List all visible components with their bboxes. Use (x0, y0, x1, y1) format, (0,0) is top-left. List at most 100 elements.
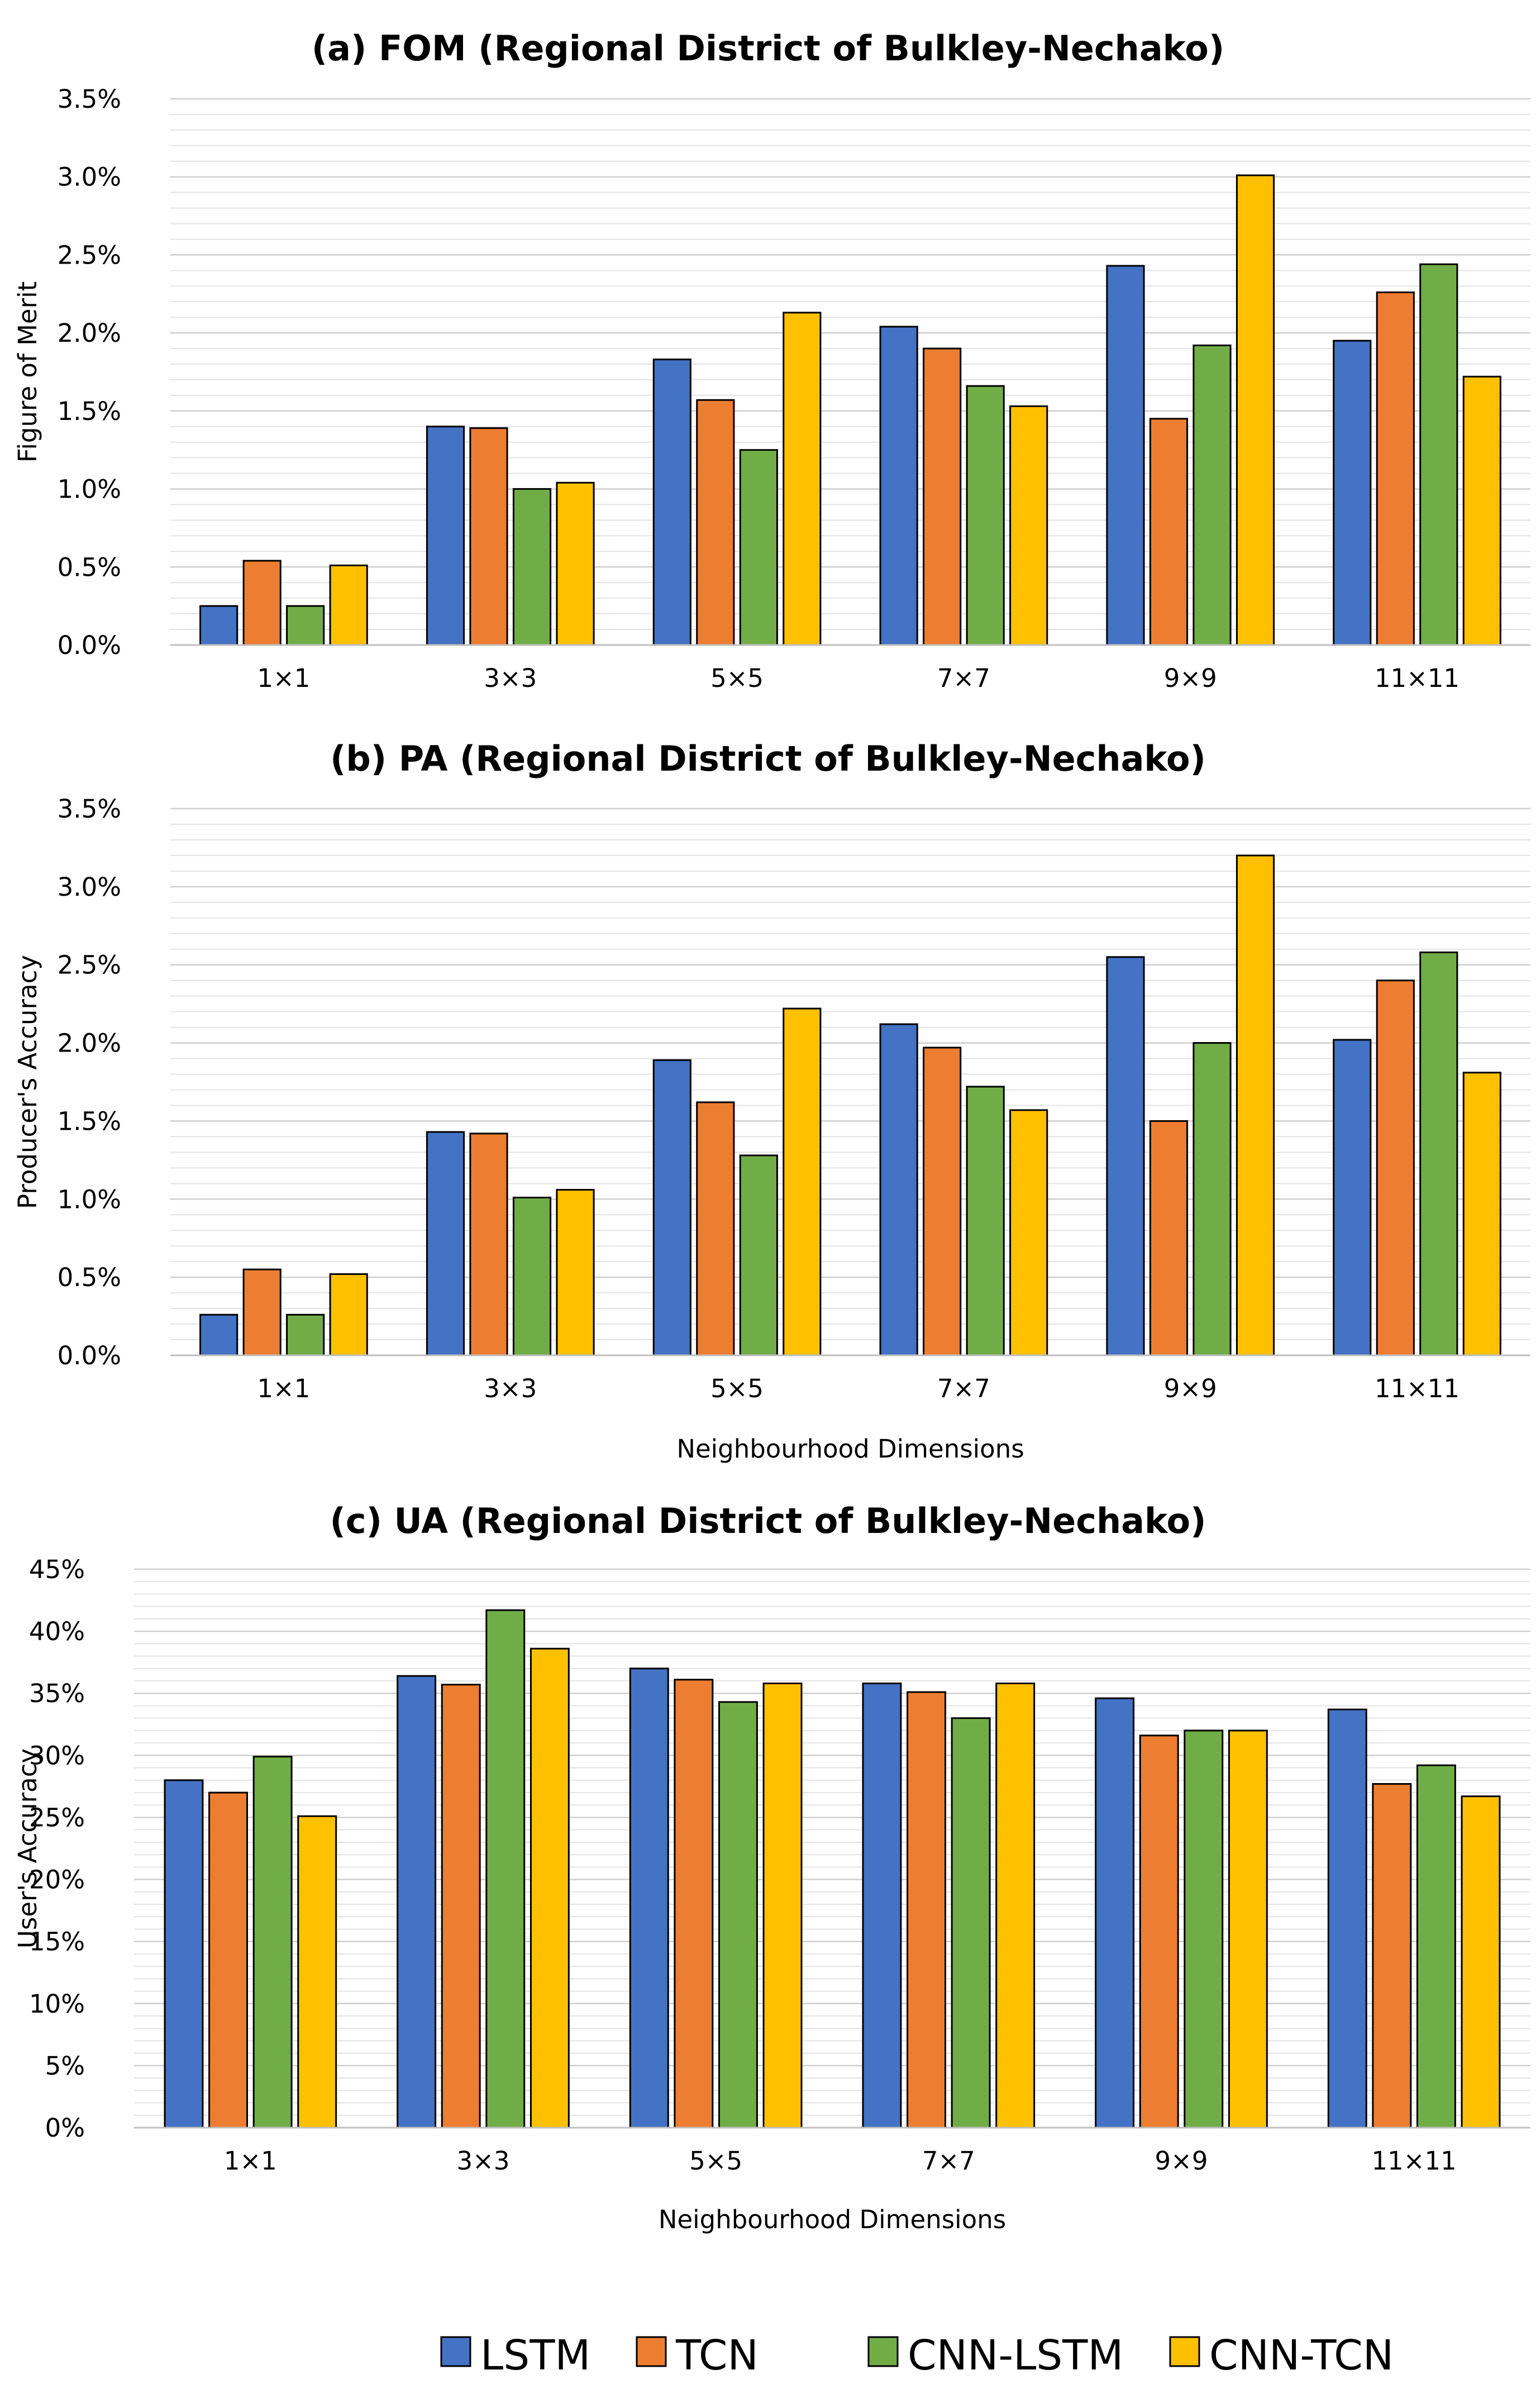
y-tick-label: 2.5% (58, 240, 121, 270)
bar-lstm-3×3 (426, 426, 465, 646)
bar-lstm-5×5 (652, 1059, 691, 1356)
bar-cnn-tcn-3×3 (556, 481, 595, 646)
bar-cnn-tcn-9×9 (1236, 174, 1275, 646)
y-tick-label: 0.0% (58, 630, 121, 660)
x-tick-label: 5×5 (710, 663, 764, 693)
bar-cnn-tcn-1×1 (329, 564, 368, 646)
bar-lstm-5×5 (652, 359, 691, 646)
legend-label-tcn: TCN (675, 2331, 759, 2380)
bar-lstm-5×5 (629, 1668, 669, 2129)
bar-tcn-11×11 (1372, 1783, 1412, 2129)
minor-gridlines (170, 808, 1530, 1356)
y-tick-label: 40% (29, 1617, 85, 1646)
y-tick-label: 35% (29, 1679, 85, 1708)
legend-label-cnn-tcn: CNN-TCN (1209, 2331, 1394, 2380)
x-tick-label: 3×3 (484, 1374, 537, 1403)
bar-tcn-7×7 (923, 347, 962, 646)
x-tick-label: 7×7 (937, 1374, 990, 1403)
bar-cnn-tcn-11×11 (1462, 375, 1501, 646)
bar-cnn-tcn-5×5 (783, 1007, 822, 1356)
legend-label-lstm: LSTM (480, 2331, 590, 2380)
bar-cnn-lstm-5×5 (739, 449, 778, 646)
y-tick-label: 3.0% (58, 163, 121, 192)
bar-lstm-7×7 (862, 1682, 902, 2129)
x-tick-label: 11×11 (1375, 663, 1459, 693)
bar-tcn-11×11 (1376, 291, 1415, 646)
bar-cnn-lstm-11×11 (1419, 263, 1458, 646)
y-axis-label: User's Accuracy (13, 1748, 42, 1948)
bar-lstm-11×11 (1333, 1039, 1372, 1356)
bar-tcn-1×1 (208, 1791, 249, 2129)
bar-lstm-1×1 (164, 1779, 204, 2129)
bar-tcn-1×1 (242, 1268, 282, 1356)
x-axis-label: Neighbourhood Dimensions (676, 1434, 1024, 1464)
bar-cnn-lstm-9×9 (1192, 1042, 1232, 1356)
x-tick-label: 11×11 (1375, 1374, 1459, 1403)
bar-lstm-7×7 (879, 326, 918, 646)
x-tick-label: 5×5 (689, 2146, 742, 2176)
y-tick-label: 2.0% (58, 318, 121, 348)
bar-cnn-lstm-3×3 (485, 1609, 526, 2129)
bar-cnn-lstm-7×7 (966, 385, 1005, 646)
bar-cnn-tcn-7×7 (995, 1682, 1036, 2129)
bar-lstm-7×7 (879, 1023, 918, 1356)
x-tick-label: 9×9 (1164, 663, 1217, 693)
major-gridlines (134, 1568, 1530, 2129)
bar-cnn-lstm-9×9 (1192, 344, 1232, 646)
bar-cnn-tcn-9×9 (1236, 854, 1275, 1356)
bar-cnn-lstm-7×7 (966, 1086, 1005, 1356)
minor-gridlines (134, 1569, 1530, 2128)
x-tick-label: 9×9 (1155, 2146, 1208, 2176)
x-tick-label: 7×7 (937, 663, 990, 693)
legend-swatch-tcn (636, 2336, 667, 2367)
bar-cnn-lstm-5×5 (739, 1154, 778, 1356)
chart-title: (c) UA (Regional District of Bulkley-Nec… (330, 1501, 1206, 1541)
bar-lstm-11×11 (1327, 1708, 1367, 2129)
y-tick-label: 0.5% (58, 1263, 121, 1292)
x-tick-label: 1×1 (257, 1374, 310, 1403)
y-tick-label: 3.0% (58, 872, 121, 902)
bar-lstm-1×1 (199, 605, 238, 646)
y-tick-label: 0.5% (58, 552, 121, 582)
bar-cnn-tcn-1×1 (329, 1273, 368, 1356)
y-tick-label: 20% (29, 1865, 85, 1895)
major-gridlines (170, 808, 1530, 1356)
bar-cnn-tcn-7×7 (1009, 405, 1048, 646)
y-tick-label: 45% (29, 1555, 85, 1584)
bar-cnn-lstm-5×5 (718, 1701, 758, 2129)
x-tick-label: 7×7 (922, 2146, 975, 2176)
x-tick-label: 3×3 (484, 663, 537, 693)
x-tick-label: 1×1 (257, 663, 310, 693)
bar-lstm-9×9 (1095, 1697, 1135, 2129)
y-tick-label: 15% (29, 1927, 85, 1957)
bar-tcn-11×11 (1376, 980, 1415, 1356)
y-tick-label: 25% (29, 1803, 85, 1832)
bar-tcn-3×3 (441, 1684, 481, 2129)
bar-lstm-1×1 (199, 1313, 238, 1356)
bar-lstm-9×9 (1106, 956, 1145, 1356)
y-axis-label: Producer's Accuracy (13, 955, 42, 1209)
minor-gridlines (170, 98, 1530, 646)
bar-cnn-lstm-9×9 (1184, 1729, 1224, 2129)
bar-cnn-tcn-3×3 (556, 1189, 595, 1356)
y-tick-label: 2.0% (58, 1029, 121, 1058)
bar-cnn-lstm-3×3 (512, 1196, 552, 1356)
bar-tcn-5×5 (696, 1101, 735, 1356)
chart-title: (b) PA (Regional District of Bulkley-Nec… (330, 738, 1206, 779)
x-tick-label: 3×3 (457, 2146, 510, 2176)
bar-cnn-lstm-11×11 (1416, 1764, 1456, 2129)
y-tick-label: 1.0% (58, 1184, 121, 1214)
bar-tcn-9×9 (1139, 1735, 1179, 2129)
bar-cnn-lstm-3×3 (512, 488, 552, 646)
x-axis-label: Neighbourhood Dimensions (659, 2205, 1006, 2234)
y-axis-label: Figure of Merit (13, 281, 42, 463)
y-tick-label: 3.5% (58, 84, 121, 114)
bar-cnn-lstm-1×1 (252, 1756, 293, 2129)
x-tick-label: 5×5 (710, 1374, 764, 1403)
major-gridlines (170, 98, 1530, 646)
y-tick-label: 30% (29, 1741, 85, 1770)
y-tick-label: 0% (45, 2113, 85, 2143)
bar-cnn-lstm-7×7 (951, 1717, 991, 2129)
bar-tcn-7×7 (907, 1691, 947, 2129)
